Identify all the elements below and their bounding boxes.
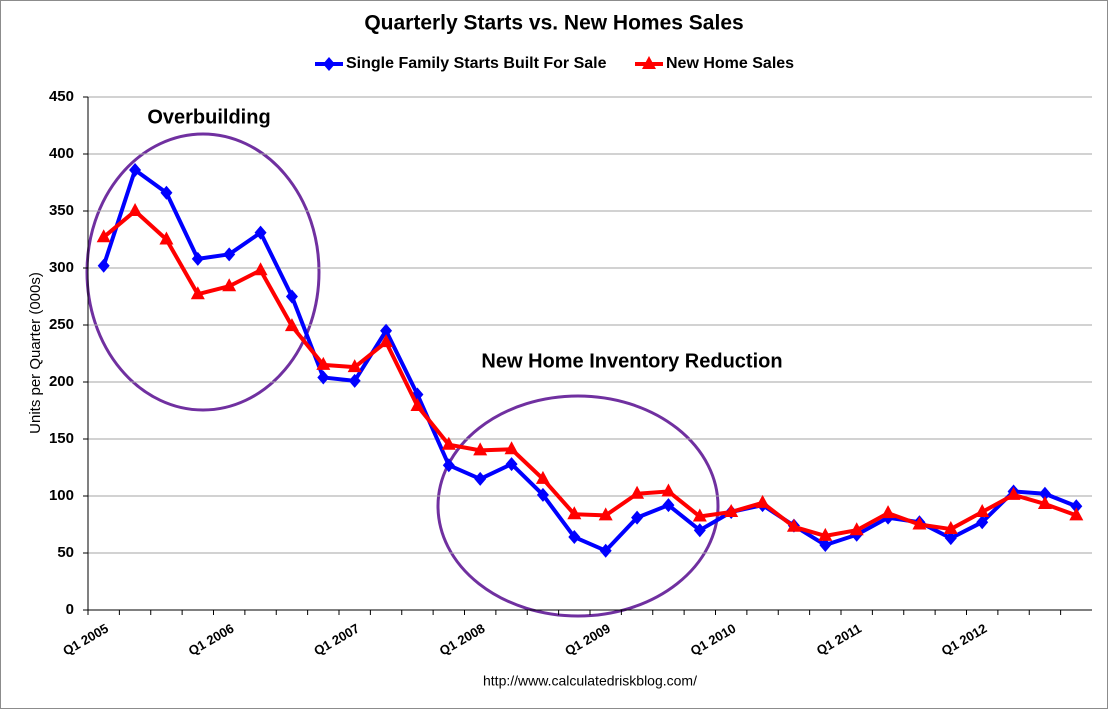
data-point bbox=[912, 516, 927, 530]
source: http://www.calculatedriskblog.com/ bbox=[483, 673, 697, 689]
data-point bbox=[128, 203, 143, 216]
legend-marker bbox=[642, 56, 656, 69]
data-point bbox=[505, 457, 518, 472]
y-tick-label: 300 bbox=[49, 259, 74, 276]
y-tick-label: 400 bbox=[49, 145, 74, 162]
data-point bbox=[473, 442, 488, 456]
y-tick-label: 350 bbox=[49, 202, 74, 219]
y-tick-label: 450 bbox=[49, 88, 74, 105]
data-point bbox=[535, 470, 550, 484]
data-point bbox=[786, 518, 801, 532]
data-point bbox=[253, 262, 268, 276]
y-tick-label: 0 bbox=[66, 601, 74, 618]
data-point bbox=[755, 494, 770, 508]
data-point bbox=[975, 503, 990, 517]
data-point bbox=[819, 538, 832, 553]
data-point bbox=[630, 485, 645, 499]
data-point bbox=[1070, 499, 1083, 514]
data-point bbox=[976, 515, 989, 530]
data-point bbox=[598, 507, 613, 521]
legend-marker bbox=[323, 57, 335, 71]
data-point bbox=[693, 523, 706, 538]
data-point bbox=[1006, 486, 1021, 500]
y-tick-label: 50 bbox=[57, 544, 74, 561]
data-point bbox=[348, 373, 361, 388]
data-point bbox=[474, 471, 487, 486]
data-point bbox=[223, 247, 236, 262]
data-point bbox=[191, 251, 204, 266]
data-point bbox=[944, 531, 957, 546]
data-point bbox=[692, 508, 707, 522]
data-point bbox=[536, 487, 549, 502]
data-point bbox=[568, 530, 581, 545]
data-point bbox=[1069, 507, 1084, 521]
data-point bbox=[599, 543, 612, 558]
data-point bbox=[661, 483, 676, 497]
data-point bbox=[96, 229, 111, 243]
data-point bbox=[222, 278, 237, 292]
data-point bbox=[504, 441, 519, 455]
chart-title: Quarterly Starts vs. New Homes Sales bbox=[364, 12, 743, 35]
legend-label: New Home Sales bbox=[666, 55, 794, 72]
data-point bbox=[662, 498, 675, 513]
data-point bbox=[410, 397, 425, 411]
data-point bbox=[442, 458, 455, 473]
highlight-ellipse bbox=[436, 394, 720, 618]
data-point bbox=[724, 503, 739, 517]
data-point bbox=[1038, 486, 1051, 501]
data-point bbox=[379, 334, 394, 348]
legend-label: Single Family Starts Built For Sale bbox=[346, 55, 607, 72]
data-point bbox=[160, 185, 173, 200]
data-point bbox=[1037, 495, 1052, 509]
data-point bbox=[631, 510, 644, 525]
y-tick-label: 250 bbox=[49, 316, 74, 333]
data-point bbox=[97, 258, 110, 273]
data-point bbox=[567, 506, 582, 520]
data-point bbox=[849, 522, 864, 536]
y-tick-label: 100 bbox=[49, 487, 74, 504]
legend: Single Family Starts Built For Sale New H… bbox=[315, 55, 794, 72]
data-point bbox=[881, 505, 896, 519]
data-point bbox=[190, 286, 205, 300]
data-point bbox=[317, 370, 330, 385]
data-point bbox=[254, 225, 267, 240]
y-axis-label: Units per Quarter (000s) bbox=[27, 272, 44, 434]
y-tick-label: 200 bbox=[49, 373, 74, 390]
data-point bbox=[159, 231, 174, 245]
data-point bbox=[441, 436, 456, 450]
data-point bbox=[285, 289, 298, 304]
data-point bbox=[943, 521, 958, 535]
data-point bbox=[380, 323, 393, 338]
y-tick-label: 150 bbox=[49, 430, 74, 447]
data-point bbox=[316, 356, 331, 370]
data-point bbox=[347, 359, 362, 373]
data-point bbox=[129, 162, 142, 177]
data-point bbox=[284, 318, 299, 332]
highlight-ellipse bbox=[85, 132, 321, 412]
data-point bbox=[818, 527, 833, 541]
series-line bbox=[102, 209, 1077, 538]
annotation: Overbuilding bbox=[147, 106, 270, 128]
annotation: New Home Inventory Reduction bbox=[481, 350, 782, 372]
